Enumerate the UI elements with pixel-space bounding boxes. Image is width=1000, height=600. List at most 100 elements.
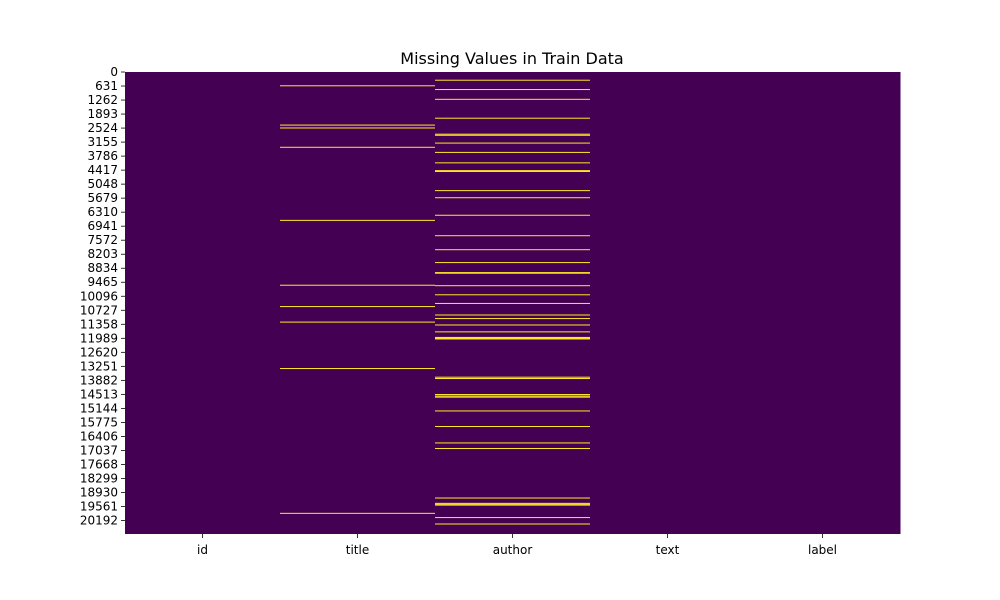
y-tick-label: 10727: [80, 303, 118, 317]
heatmap-column-title: [280, 72, 436, 534]
missing-mark-title: [280, 368, 435, 370]
missing-mark-author: [435, 336, 590, 338]
missing-mark-author: [435, 503, 590, 505]
missing-mark-author: [435, 504, 590, 506]
y-tick-label: 3155: [87, 135, 118, 149]
missing-mark-author: [435, 395, 590, 397]
x-tick-label: title: [346, 543, 369, 557]
missing-mark-author: [435, 442, 590, 444]
y-tick-label: 17668: [80, 457, 118, 471]
missing-mark-author: [435, 98, 590, 100]
chart-title: Missing Values in Train Data: [400, 49, 623, 68]
y-tick-label: 8203: [87, 247, 118, 261]
missing-mark-author: [435, 425, 590, 427]
missing-mark-title: [280, 219, 435, 221]
y-tick-label: 11358: [80, 317, 118, 331]
y-tick-label: 15775: [80, 415, 118, 429]
missing-mark-author: [435, 162, 590, 164]
missing-mark-author: [435, 134, 590, 136]
missing-mark-author: [435, 337, 590, 339]
y-tick-label: 1262: [87, 93, 118, 107]
missing-mark-author: [435, 190, 590, 192]
missing-mark-author: [435, 117, 590, 119]
y-tick-label: 10096: [80, 289, 118, 303]
missing-mark-author: [435, 410, 590, 412]
missing-mark-author: [435, 151, 590, 153]
y-tick-label: 2524: [87, 121, 118, 135]
y-tick-label: 18299: [80, 471, 118, 485]
y-tick-label: 9465: [87, 275, 118, 289]
missing-mark-title: [280, 146, 435, 148]
x-axis: id title author text label: [197, 534, 837, 557]
y-tick-label: 12620: [80, 345, 118, 359]
missing-mark-title: [280, 127, 435, 129]
y-tick-label: 14513: [80, 387, 118, 401]
missing-mark-author: [435, 249, 590, 251]
missing-mark-author: [435, 331, 590, 333]
missing-mark-author: [435, 302, 590, 304]
missing-mark-author: [435, 378, 590, 380]
missing-mark-author: [435, 394, 590, 396]
missing-mark-title: [280, 124, 435, 126]
missing-mark-author: [435, 517, 590, 519]
x-tick-label: id: [197, 543, 208, 557]
missing-mark-author: [435, 262, 590, 264]
y-axis: 0631126218932524315537864417504856796310…: [80, 65, 125, 528]
heatmap-column-id: [125, 72, 281, 534]
y-tick-label: 17037: [80, 443, 118, 457]
y-tick-label: 19561: [80, 499, 118, 513]
y-tick-label: 15144: [80, 401, 118, 415]
missing-mark-author: [435, 89, 590, 91]
x-tick-label: label: [808, 543, 837, 557]
missing-mark-author: [435, 171, 590, 173]
missing-mark-author: [435, 523, 590, 525]
missing-mark-author: [435, 447, 590, 449]
missing-mark-author: [435, 170, 590, 172]
missing-mark-author: [435, 214, 590, 216]
missing-mark-title: [280, 321, 435, 323]
y-tick-label: 5679: [87, 191, 118, 205]
missing-mark-author: [435, 314, 590, 316]
missing-mark-author: [435, 133, 590, 135]
heatmap-column-label: [745, 72, 901, 534]
missing-mark-author: [435, 396, 590, 398]
heatmap-column-text: [590, 72, 746, 534]
missing-mark-author: [435, 324, 590, 326]
y-tick-label: 18930: [80, 485, 118, 499]
missing-mark-author: [435, 142, 590, 144]
missing-mark-author: [435, 235, 590, 237]
missing-mark-author: [435, 79, 590, 81]
y-tick-label: 8834: [87, 261, 118, 275]
y-tick-label: 5048: [87, 177, 118, 191]
heatmap-cells: [125, 72, 901, 534]
missing-mark-title: [280, 85, 435, 87]
y-tick-label: 6941: [87, 219, 118, 233]
y-tick-label: 3786: [87, 149, 118, 163]
missing-mark-author: [435, 272, 590, 274]
missing-mark-author: [435, 272, 590, 274]
y-tick-label: 7572: [87, 233, 118, 247]
y-tick-label: 1893: [87, 107, 118, 121]
x-tick-label: text: [656, 543, 680, 557]
missing-mark-title: [280, 512, 435, 514]
missing-mark-author: [435, 285, 590, 287]
x-tick-label: author: [493, 543, 533, 557]
y-tick-label: 6310: [87, 205, 118, 219]
missing-mark-author: [435, 376, 590, 378]
missing-mark-title: [280, 284, 435, 286]
missing-mark-author: [435, 197, 590, 199]
y-tick-label: 13251: [80, 359, 118, 373]
y-tick-label: 0: [110, 65, 118, 79]
y-tick-label: 4417: [87, 163, 118, 177]
missing-mark-author: [435, 497, 590, 499]
y-tick-label: 631: [95, 79, 118, 93]
missing-mark-author: [435, 318, 590, 320]
y-tick-label: 11989: [80, 331, 118, 345]
y-tick-label: 20192: [80, 514, 118, 528]
y-tick-label: 16406: [80, 429, 118, 443]
y-tick-label: 13882: [80, 373, 118, 387]
missing-mark-title: [280, 306, 435, 308]
missing-value-marks: [280, 79, 590, 525]
missing-mark-author: [435, 338, 590, 340]
